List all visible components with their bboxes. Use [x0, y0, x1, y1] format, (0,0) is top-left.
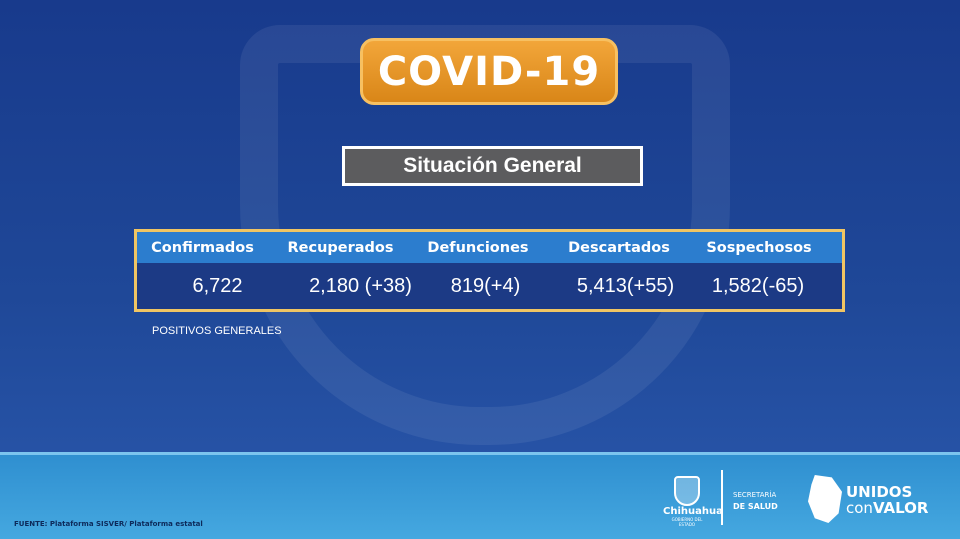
shield-icon — [674, 476, 700, 506]
value-sospechosos: 1,582(-65) — [711, 274, 805, 297]
chihuahua-logo: Chihuahua GOBIERNO DEL ESTADO — [663, 476, 723, 527]
header-confirmados: Confirmados — [151, 239, 254, 256]
title-badge: COVID-19 — [360, 38, 618, 105]
unidos-text: UNIDOS — [846, 483, 913, 501]
header-sospechosos: Sospechosos — [706, 239, 812, 256]
header-defunciones: Defunciones — [427, 239, 529, 256]
table-header: Confirmados Recuperados Defunciones Desc… — [137, 232, 842, 263]
header-descartados: Descartados — [568, 239, 670, 256]
con-text: con — [846, 499, 873, 517]
source-text: FUENTE: Plataforma SISVER/ Plataforma es… — [14, 520, 203, 528]
valor-text: VALOR — [872, 499, 929, 517]
table-row: 6,722 2,180 (+38) 819(+4) 5,413(+55) 1,5… — [137, 263, 842, 309]
logo-gobierno-text: GOBIERNO DEL ESTADO — [671, 517, 703, 527]
value-descartados: 5,413(+55) — [576, 274, 675, 297]
unidos-con-valor-logo: UNIDOS conVALOR — [846, 484, 928, 516]
value-confirmados: 6,722 — [192, 274, 243, 297]
logo-chihuahua-text: Chihuahua — [663, 506, 723, 517]
secretaria-line1: SECRETARÍA — [733, 491, 777, 499]
subtitle-box: Situación General — [342, 146, 643, 186]
footer-divider — [721, 470, 723, 525]
header-recuperados: Recuperados — [287, 239, 394, 256]
secretaria-salud-logo: SECRETARÍA DE SALUD — [733, 490, 778, 513]
footer-band — [0, 452, 960, 539]
value-recuperados: 2,180 (+38) — [309, 274, 412, 297]
positivos-note: POSITIVOS GENERALES — [152, 325, 282, 337]
stats-table: Confirmados Recuperados Defunciones Desc… — [134, 229, 845, 312]
value-defunciones: 819(+4) — [450, 274, 521, 297]
secretaria-line2: DE SALUD — [733, 502, 778, 511]
